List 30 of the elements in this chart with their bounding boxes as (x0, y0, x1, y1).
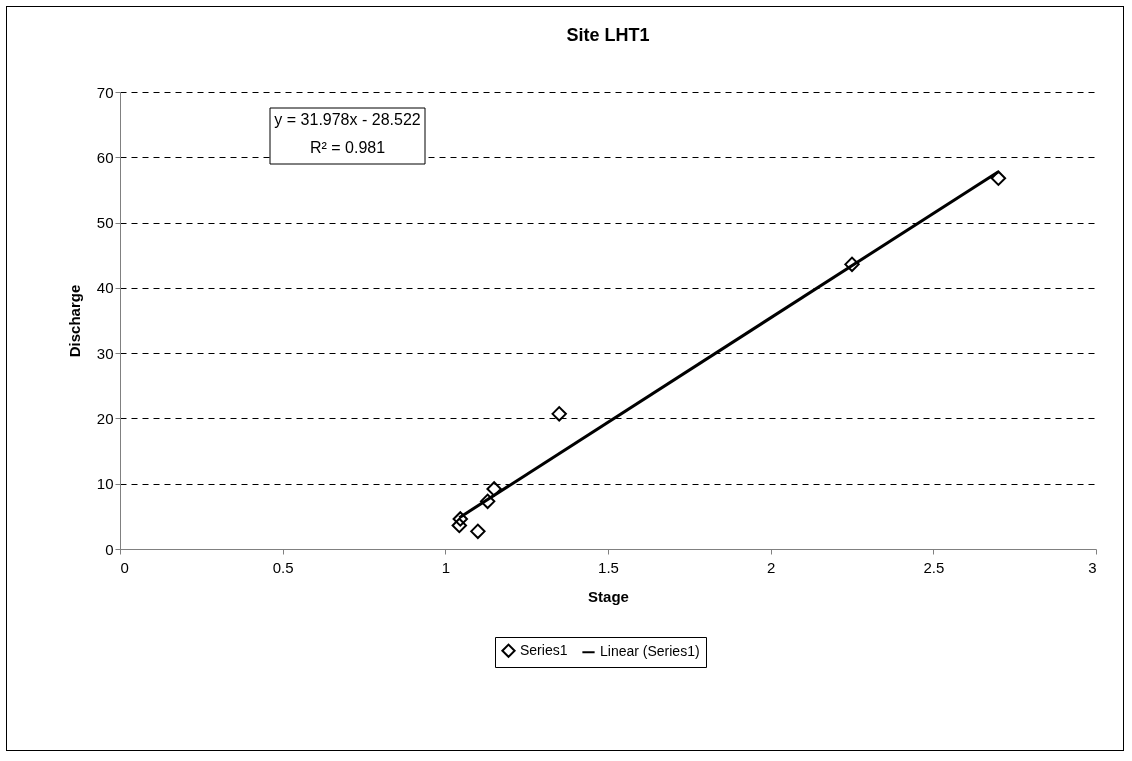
point (551, 406, 567, 422)
y-tick-label: 0 (105, 540, 114, 558)
point (451, 517, 468, 534)
x-tick-label: 2.5 (923, 558, 945, 576)
x-axis-title: Stage (588, 587, 629, 605)
point (990, 170, 1007, 186)
y-tick-label: 60 (96, 148, 114, 166)
legend-label: Linear (Series1) (600, 643, 700, 660)
chart-title: Site LHT1 (566, 25, 650, 45)
y-tick-label: 10 (96, 475, 114, 493)
x-tick-label: 2 (766, 558, 776, 576)
y-axis-title: Discharge (65, 284, 83, 358)
annotation: R² = 0.981 (309, 139, 386, 156)
point (486, 481, 502, 497)
y-tick-label: 20 (96, 409, 114, 427)
point (452, 511, 469, 527)
x-tick-label: 3 (1088, 558, 1097, 576)
point (470, 523, 486, 540)
y-tick-label: 50 (96, 214, 114, 232)
point (479, 493, 496, 510)
y-tick-label: 70 (96, 83, 114, 101)
y-tick-label: 40 (96, 279, 114, 297)
annotation: y = 31.978x - 28.522 (274, 111, 421, 128)
x-tick-label: 1.5 (598, 558, 619, 576)
y-tick-label: 30 (96, 344, 114, 362)
x-tick-label: 0.5 (272, 558, 294, 576)
x-tick-label: 0 (120, 558, 129, 576)
x-tick-label: 1 (441, 558, 451, 576)
legend-label: Series1 (520, 641, 568, 658)
point (844, 256, 860, 273)
